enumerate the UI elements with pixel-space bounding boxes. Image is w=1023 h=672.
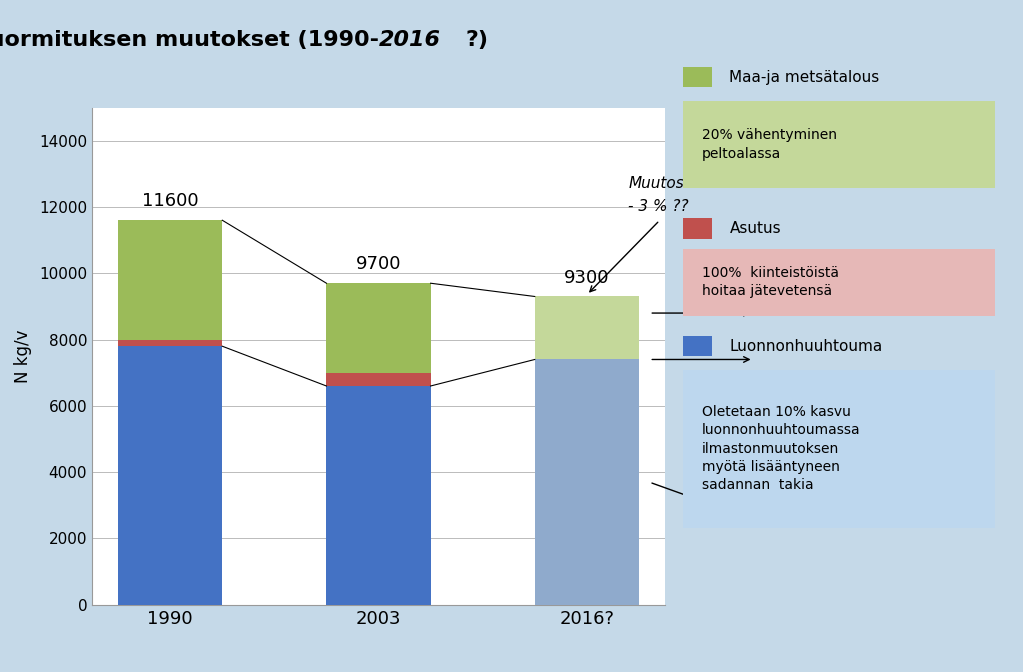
Text: 11600: 11600 — [142, 192, 198, 210]
Text: 100%  kiinteistöistä
hoitaa jätevetensä: 100% kiinteistöistä hoitaa jätevetensä — [702, 266, 839, 298]
Bar — [326, 283, 431, 373]
Bar — [118, 339, 222, 346]
Text: ?): ?) — [465, 30, 488, 50]
Bar — [326, 373, 431, 386]
Text: Oletetaan 10% kasvu
luonnonhuuhtoumassa
ilmastonmuutoksen
myötä lisääntyneen
sad: Oletetaan 10% kasvu luonnonhuuhtoumassa … — [702, 405, 860, 493]
Text: - 3 % ??: - 3 % ?? — [628, 200, 690, 214]
Text: Luonnonhuuhtouma: Luonnonhuuhtouma — [729, 339, 883, 353]
Text: Muutos: Muutos — [628, 176, 684, 192]
Text: Asutus: Asutus — [729, 221, 781, 236]
Bar — [118, 220, 222, 339]
Text: 9700: 9700 — [356, 255, 401, 274]
Text: N-kuormituksen muutokset (1990-: N-kuormituksen muutokset (1990- — [0, 30, 379, 50]
Text: 9300: 9300 — [564, 269, 610, 286]
Bar — [326, 386, 431, 605]
Y-axis label: N kg/v: N kg/v — [14, 329, 32, 383]
Text: 2016: 2016 — [379, 30, 441, 50]
Bar — [535, 296, 639, 360]
Text: Maa-ja metsätalous: Maa-ja metsätalous — [729, 70, 880, 85]
Text: 20% vähentyminen
peltoalassa: 20% vähentyminen peltoalassa — [702, 128, 837, 161]
Bar — [535, 360, 639, 605]
Bar — [118, 346, 222, 605]
